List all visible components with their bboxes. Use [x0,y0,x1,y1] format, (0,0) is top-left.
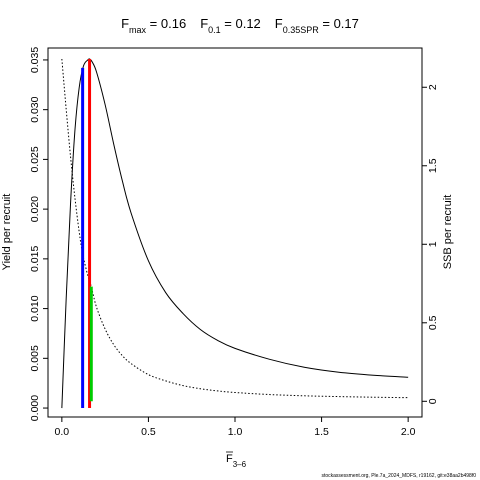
x-tick-label: 0.5 [141,426,156,438]
chart-title: Fmax = 0.16 F0.1 = 0.12 F0.35SPR = 0.17 [121,16,359,35]
footer-credit: stockassessment.org, Ple.7a_2024_MDFS, r… [321,473,476,479]
y-right-label: SSB per recruit [442,195,454,270]
y-left-tick-label: 0.030 [29,96,41,122]
y-right-tick-label: 0 [427,398,439,404]
y-left-axis: 0.000 0.005 0.010 0.015 0.020 0.025 0.030 0.035 [29,47,48,421]
x-axis: 0.0 0.5 1.0 1.5 2.0 [55,417,416,438]
y-right-tick-label: 2 [427,84,439,90]
y-left-tick-label: 0.000 [29,395,41,421]
y-right-tick-label: 1.5 [427,158,439,173]
ssb-per-recruit-line [61,58,409,399]
x-tick-label: 2.0 [401,426,416,438]
y-left-tick-label: 0.025 [29,146,41,172]
y-right-tick-label: 0.5 [427,315,439,330]
y-left-tick-label: 0.020 [29,196,41,222]
x-tick-label: 0.0 [55,426,70,438]
y-left-label: Yield per recruit [1,194,13,271]
x-tick-label: 1.0 [228,426,243,438]
y-left-tick-label: 0.015 [29,246,41,272]
x-label: F3–6 [226,451,247,469]
plot-frame [47,47,423,418]
svg-text:F3–6: F3–6 [226,453,247,469]
y-left-tick-label: 0.005 [29,345,41,371]
y-left-tick-label: 0.010 [29,295,41,321]
y-right-tick-label: 1 [427,241,439,247]
reference-lines [81,58,93,409]
x-label-text: F [226,453,233,465]
yield-per-recruit-line [61,58,409,409]
x-tick-label: 1.5 [314,426,329,438]
y-left-tick-label: 0.035 [29,47,41,73]
x-label-sub: 3–6 [233,460,247,469]
series-layer [61,58,409,409]
y-right-axis: 0 0.5 1 1.5 2 [422,84,439,404]
